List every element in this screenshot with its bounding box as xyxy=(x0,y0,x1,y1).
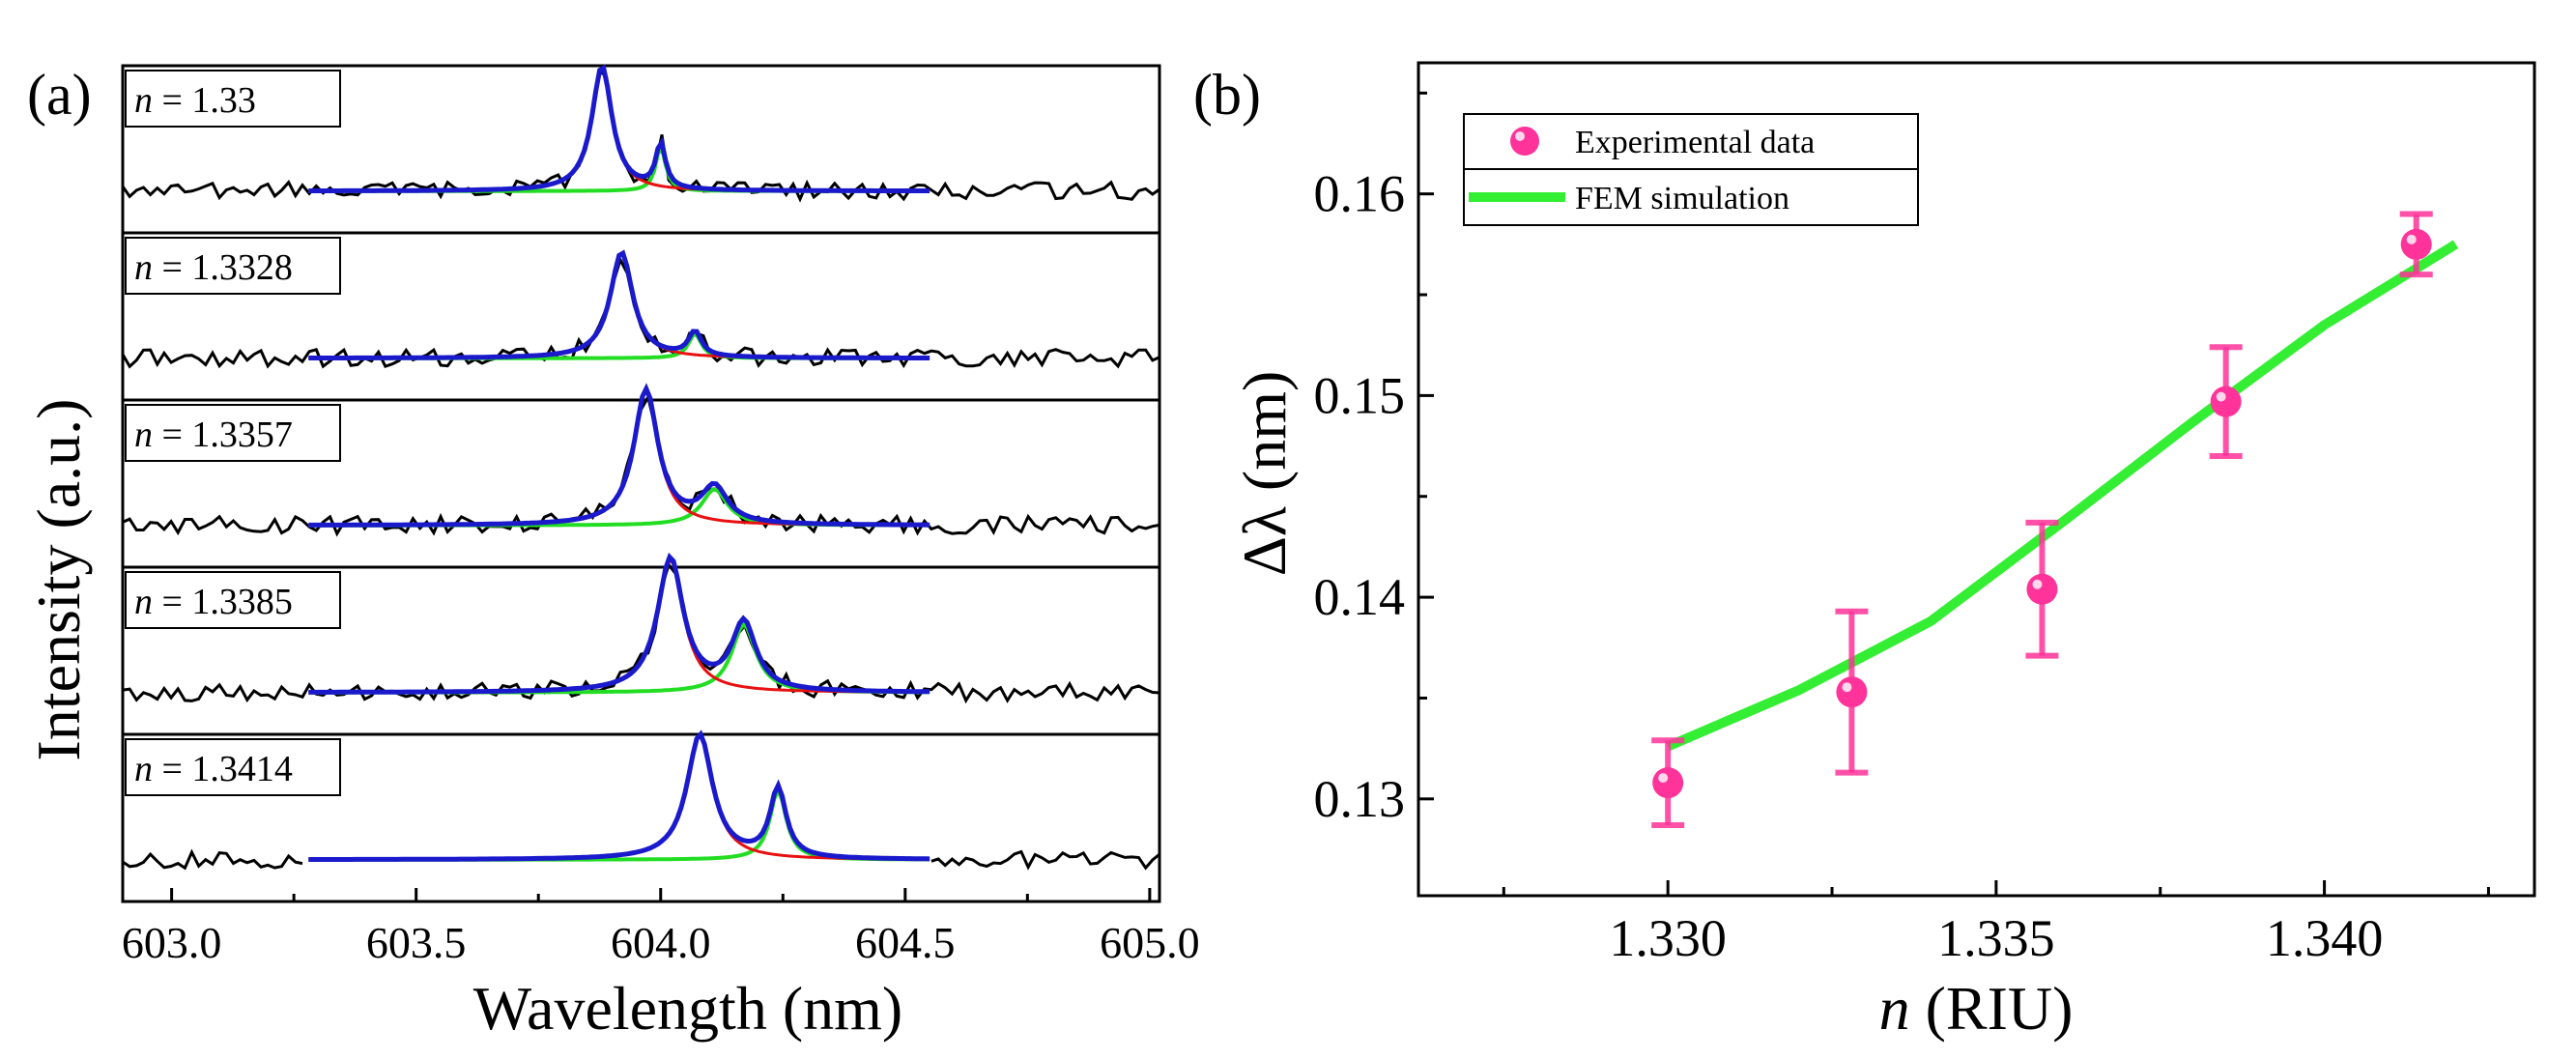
spectrum-subplot: n = 1.3414 xyxy=(121,730,1161,903)
x-tick-label: 604.0 xyxy=(611,918,711,967)
subplot-label-box xyxy=(125,571,341,629)
data-point-group xyxy=(2399,211,2433,278)
data-point xyxy=(1652,767,1684,799)
subplot-label-value: = 1.3328 xyxy=(153,247,293,288)
subplot-label: n = 1.3357 xyxy=(134,415,293,455)
fit-sum-line xyxy=(308,730,930,862)
subplot-label-symbol: n xyxy=(134,80,153,121)
data-point-group xyxy=(1835,608,1869,776)
spectrum-subplot: n = 1.3328 xyxy=(121,231,1161,402)
legend: Experimental data FEM simulation xyxy=(1463,113,1919,226)
panel-b-y-axis-label: Δλ (nm) xyxy=(1230,371,1299,577)
subplot-label-symbol: n xyxy=(134,749,153,789)
panel-a-y-axis-label: Intensity (a.u.) xyxy=(24,399,93,761)
fit-sum-line xyxy=(308,249,930,360)
subplot-label: n = 1.3385 xyxy=(134,582,293,622)
subplot-label-symbol: n xyxy=(134,582,153,622)
x-tick-label: 1.330 xyxy=(1609,909,1727,967)
panel-a-spectra: (a) Intensity (a.u.) Wavelength (nm) n =… xyxy=(24,63,1200,1043)
measured-spectrum-line xyxy=(122,848,1160,871)
panel-b-label: (b) xyxy=(1193,63,1261,127)
y-tick-label: 0.14 xyxy=(1314,568,1406,626)
subplot-label: n = 1.33 xyxy=(134,80,256,121)
panel-b-series xyxy=(1651,211,2459,828)
data-point-highlight xyxy=(2216,391,2226,402)
panel-a-x-ticks: 603.0 603.5 604.0 604.5 605.0 xyxy=(122,888,1200,967)
legend-marker-highlight xyxy=(1515,131,1525,141)
x-tick-label: 603.0 xyxy=(122,918,222,967)
subplot-label: n = 1.3328 xyxy=(134,247,293,288)
y-tick-label: 0.16 xyxy=(1314,165,1406,223)
subplot-label-box xyxy=(125,738,341,796)
data-point-highlight xyxy=(2032,579,2043,589)
panel-b-x-axis-label-unit: (RIU) xyxy=(1910,974,2074,1043)
subplot-frame xyxy=(121,732,1161,903)
data-point-highlight xyxy=(1658,773,1669,784)
y-tick-label: 0.15 xyxy=(1314,366,1406,424)
subplot-label-symbol: n xyxy=(134,247,153,288)
x-tick-label: 605.0 xyxy=(1100,918,1200,967)
panel-b-frame xyxy=(1417,61,2536,898)
subplot-label-value: = 1.33 xyxy=(153,80,256,121)
legend-label-experimental: Experimental data xyxy=(1575,125,1815,160)
data-point-highlight xyxy=(2406,234,2417,244)
subplot-label-symbol: n xyxy=(134,415,153,455)
data-point-group xyxy=(2025,519,2059,659)
panel-a-label: (a) xyxy=(27,63,92,127)
panel-b-x-ticks: 1.330 1.335 1.340 xyxy=(1502,880,2490,967)
measured-spectrum-line xyxy=(122,561,1160,704)
subplot-label: n = 1.3414 xyxy=(134,749,293,789)
panel-b-x-axis-label: n (RIU) xyxy=(1879,974,2074,1043)
x-tick-label: 1.340 xyxy=(2266,909,2384,967)
spectrum-subplot: n = 1.3357 xyxy=(121,383,1161,569)
spectrum-subplot: n = 1.33 xyxy=(121,64,1161,235)
legend-label-fem: FEM simulation xyxy=(1575,181,1789,216)
panel-a-x-axis-label: Wavelength (nm) xyxy=(473,974,902,1043)
data-point xyxy=(2026,573,2058,605)
fem-simulation-line xyxy=(1666,240,2459,752)
data-point xyxy=(2400,228,2432,260)
fit-sum-line xyxy=(308,552,930,695)
x-tick-label: 604.5 xyxy=(855,918,956,967)
subplot-label-box xyxy=(125,237,341,295)
subplot-label-value: = 1.3414 xyxy=(153,749,293,789)
fit-sum-line xyxy=(308,383,930,528)
subplot-label-box xyxy=(125,70,341,128)
fit-sum-line xyxy=(308,64,930,193)
subplot-label-value: = 1.3357 xyxy=(153,415,293,455)
subplot-label-value: = 1.3385 xyxy=(153,582,293,622)
panel-b-y-ticks: 0.13 0.14 0.15 0.16 xyxy=(1314,91,1434,828)
subplot-label-box xyxy=(125,404,341,462)
x-tick-label: 1.335 xyxy=(1937,909,2055,967)
data-point-group xyxy=(2209,344,2243,459)
data-point xyxy=(1836,676,1868,708)
x-tick-label: 603.5 xyxy=(366,918,467,967)
y-tick-label: 0.13 xyxy=(1314,770,1406,828)
panel-b-delta-lambda: (b) Δλ (nm) n (RIU) 0.13 0.14 0.15 0.16 1.3… xyxy=(1193,61,2536,1043)
data-point-highlight xyxy=(1842,682,1852,693)
data-point xyxy=(2210,386,2242,417)
legend-marker-experimental xyxy=(1510,127,1539,156)
panel-b-x-axis-label-symbol: n xyxy=(1879,974,1910,1043)
data-point-group xyxy=(1651,737,1685,828)
